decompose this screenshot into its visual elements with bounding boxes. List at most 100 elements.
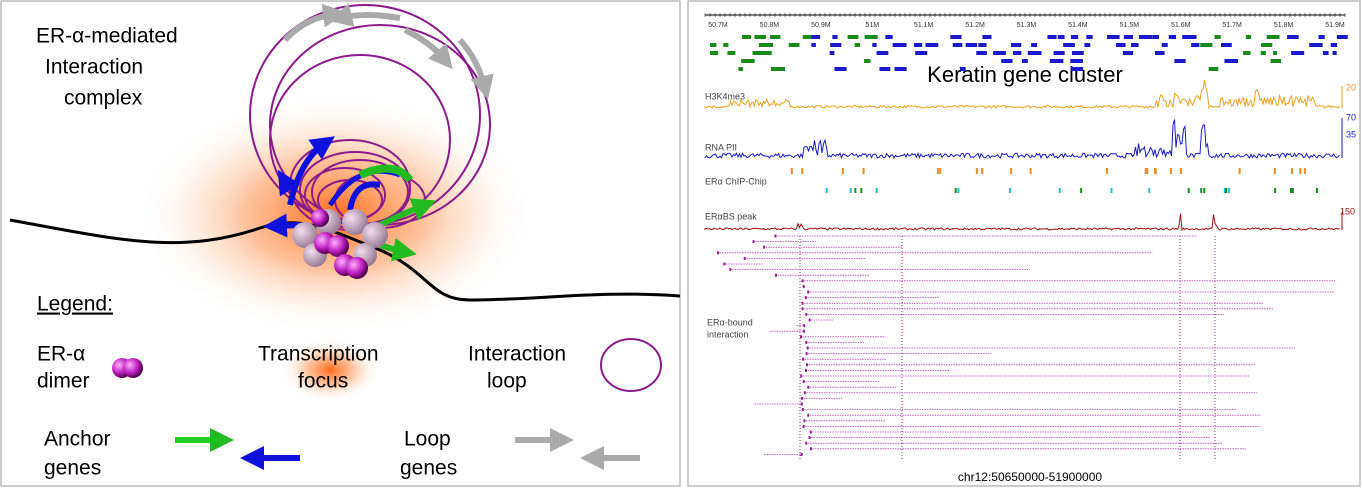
anchor bbox=[803, 419, 805, 422]
legend-text: Interaction bbox=[468, 343, 566, 366]
gene bbox=[1153, 35, 1160, 39]
title-line: complex bbox=[64, 87, 143, 110]
track-label: interaction bbox=[707, 329, 749, 339]
anchor bbox=[807, 347, 809, 350]
gene bbox=[1011, 43, 1021, 47]
gene bbox=[1261, 43, 1272, 47]
anchor bbox=[803, 380, 805, 383]
gene bbox=[1071, 67, 1084, 71]
gene bbox=[723, 43, 728, 47]
chip-tick bbox=[1225, 188, 1227, 193]
chip-tick bbox=[1274, 188, 1276, 193]
gene bbox=[1243, 51, 1250, 55]
chip-tick bbox=[1111, 188, 1113, 193]
gene bbox=[727, 51, 735, 55]
gene bbox=[1174, 59, 1185, 63]
gene bbox=[1001, 59, 1012, 63]
anchor bbox=[804, 391, 806, 394]
figure: ER-α-mediated Interaction complex Legend… bbox=[0, 0, 1362, 487]
gene bbox=[1124, 35, 1133, 39]
chip-tick bbox=[1080, 188, 1082, 193]
right-panel: Keratin gene cluster H3K4me3 RNA PII ERα… bbox=[688, 1, 1360, 486]
anchor bbox=[802, 358, 804, 361]
gene bbox=[1139, 35, 1152, 39]
gene bbox=[1058, 35, 1065, 39]
chip-tick bbox=[937, 168, 939, 174]
anchor bbox=[753, 240, 755, 243]
gene bbox=[1084, 43, 1090, 47]
gene bbox=[1031, 43, 1037, 47]
gene bbox=[855, 43, 860, 47]
chip-tick bbox=[863, 168, 865, 174]
gene bbox=[742, 35, 751, 39]
gene bbox=[832, 35, 837, 39]
left-panel: ER-α-mediated Interaction complex Legend… bbox=[1, 1, 680, 486]
anchor bbox=[806, 363, 808, 366]
chip-tick bbox=[1304, 168, 1306, 174]
axis-tick-label: 51.6M bbox=[1171, 22, 1191, 29]
gene bbox=[1291, 51, 1304, 55]
gene bbox=[1287, 35, 1299, 39]
gene bbox=[754, 35, 766, 39]
gene bbox=[835, 67, 847, 71]
chip-tick bbox=[860, 188, 862, 193]
axis-tick-label: 51.2M bbox=[965, 22, 985, 29]
gene bbox=[914, 43, 922, 47]
anchor bbox=[802, 307, 804, 310]
chip-tick bbox=[876, 188, 878, 193]
gene bbox=[1215, 35, 1221, 39]
gene bbox=[779, 67, 785, 71]
gene bbox=[1200, 43, 1212, 47]
anchor bbox=[809, 436, 811, 439]
gene bbox=[1070, 59, 1083, 63]
chip-tick bbox=[1170, 168, 1172, 174]
anchor bbox=[805, 341, 807, 344]
legend-text: Loop bbox=[404, 428, 451, 451]
chip-tick bbox=[1316, 188, 1318, 193]
anchor bbox=[774, 235, 776, 238]
gene bbox=[811, 43, 816, 47]
gene bbox=[885, 35, 892, 39]
gene bbox=[982, 35, 991, 39]
coordinates: chr12:50650000-51900000 bbox=[958, 470, 1102, 484]
legend-heading: Legend: bbox=[37, 293, 113, 316]
chip-tick bbox=[1188, 188, 1190, 193]
gene bbox=[789, 43, 800, 47]
anchor bbox=[805, 313, 807, 316]
chip-tick bbox=[1180, 168, 1182, 174]
gene bbox=[976, 51, 987, 55]
gene bbox=[1022, 59, 1028, 63]
gene bbox=[1331, 43, 1337, 47]
gene bbox=[1054, 51, 1065, 55]
legend-text: genes bbox=[44, 457, 101, 480]
track-label: ERα-bound bbox=[707, 317, 753, 327]
gene bbox=[1309, 43, 1322, 47]
anchor bbox=[803, 324, 805, 327]
chip-tick bbox=[1290, 188, 1292, 193]
chip-tick bbox=[1203, 188, 1205, 193]
gene bbox=[1192, 35, 1197, 39]
anchor bbox=[801, 453, 803, 456]
gene bbox=[1261, 51, 1266, 55]
anchor bbox=[763, 246, 765, 249]
gene bbox=[1271, 59, 1281, 63]
anchor bbox=[805, 296, 807, 299]
track-label: ERα ChIP-Chip bbox=[705, 176, 767, 186]
gene bbox=[966, 43, 977, 47]
chip-tick bbox=[842, 168, 844, 174]
anchor bbox=[801, 403, 803, 406]
axis-tick-label: 51.3M bbox=[1017, 22, 1037, 29]
anchor bbox=[803, 425, 805, 428]
gene bbox=[1107, 35, 1120, 39]
gene bbox=[1155, 51, 1165, 55]
legend-text: Anchor bbox=[44, 428, 111, 451]
chip-tick bbox=[854, 188, 856, 193]
gene bbox=[1071, 35, 1078, 39]
scale-label: 20 bbox=[1346, 82, 1356, 92]
chip-tick bbox=[826, 188, 828, 193]
anchor bbox=[805, 442, 807, 445]
axis-tick-label: 50.9M bbox=[811, 22, 831, 29]
axis-tick-label: 51.4M bbox=[1068, 22, 1088, 29]
gene bbox=[1116, 43, 1126, 47]
legend-text: loop bbox=[487, 370, 527, 393]
